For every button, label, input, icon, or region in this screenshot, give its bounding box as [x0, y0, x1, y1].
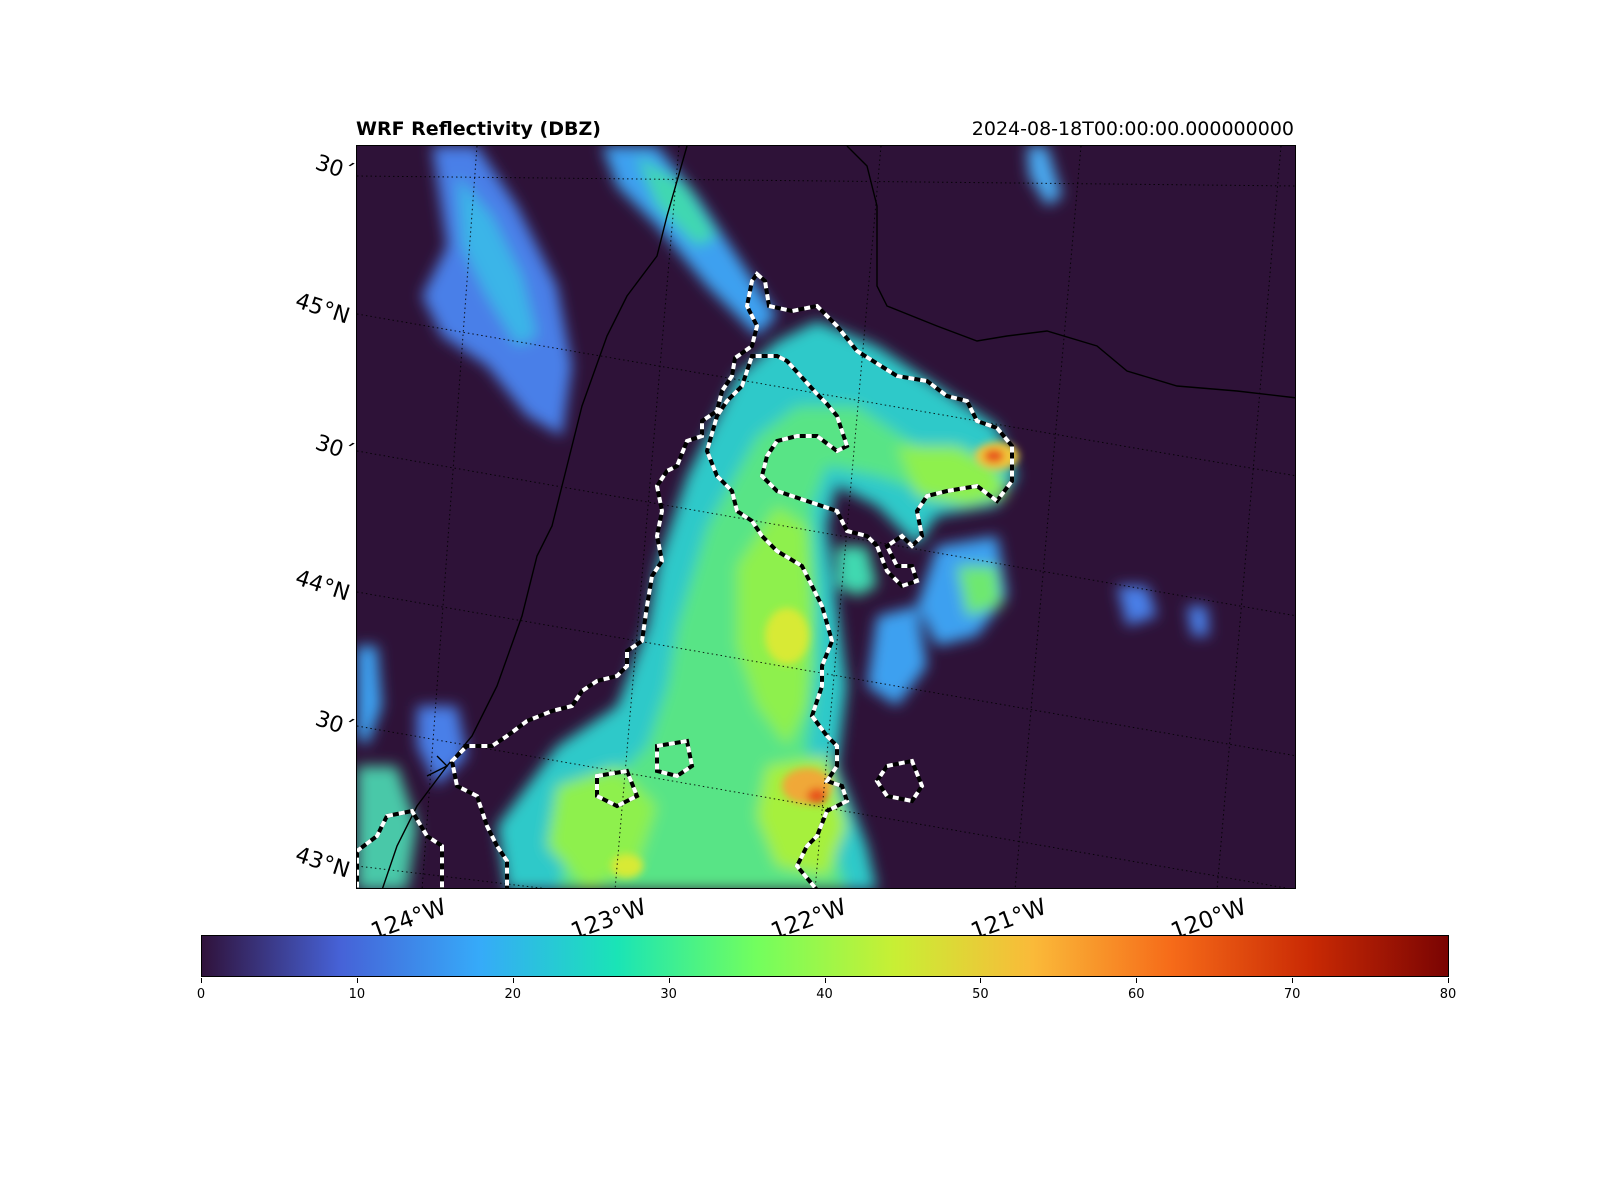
colorbar [201, 935, 1449, 977]
colorbar-tick [825, 978, 826, 983]
colorbar-tick-label: 40 [816, 987, 833, 1002]
colorbar-tick-label: 30 [660, 987, 677, 1002]
map-panel [356, 145, 1296, 889]
colorbar-tick [513, 978, 514, 983]
colorbar-tick-label: 20 [504, 987, 521, 1002]
colorbar-tick [1448, 978, 1449, 983]
colorbar-tick [201, 978, 202, 983]
colorbar-tick [669, 978, 670, 983]
colorbar-tick-label: 0 [197, 987, 205, 1002]
lat-label: 44°N [292, 566, 352, 607]
colorbar-tick-label: 80 [1440, 987, 1457, 1002]
colorbar-tick [1136, 978, 1137, 983]
reflectivity-map [357, 146, 1296, 889]
timestamp: 2024-08-18T00:00:00.000000000 [972, 118, 1294, 140]
colorbar-tick-label: 10 [349, 987, 366, 1002]
colorbar-tick [357, 978, 358, 983]
colorbar-tick-label: 60 [1128, 987, 1145, 1002]
lat-label: 30´ [312, 431, 357, 467]
lat-label: 30´ [312, 151, 357, 187]
chart-title: WRF Reflectivity (DBZ) [356, 118, 601, 140]
lat-label: 45°N [292, 289, 352, 330]
colorbar-tick-label: 70 [1284, 987, 1301, 1002]
lat-label: 43°N [292, 843, 352, 884]
colorbar-tick-label: 50 [972, 987, 989, 1002]
colorbar-tick [980, 978, 981, 983]
colorbar-tick [1292, 978, 1293, 983]
lat-label: 30´ [312, 707, 357, 743]
